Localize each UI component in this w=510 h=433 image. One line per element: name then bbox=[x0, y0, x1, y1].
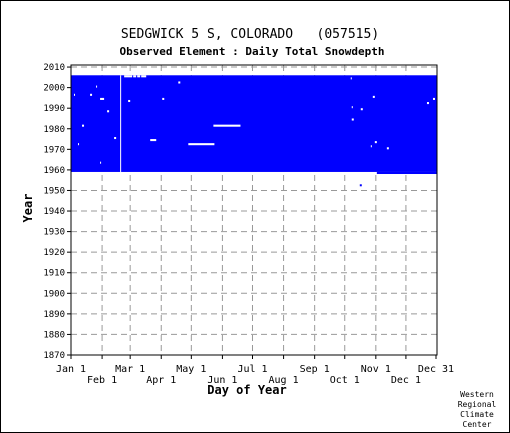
y-tick-label: 1970 bbox=[43, 145, 65, 155]
data-gap bbox=[374, 141, 377, 144]
x-tick-label: Sep 1 bbox=[300, 364, 330, 375]
data-point bbox=[359, 184, 362, 187]
y-tick-label: 1990 bbox=[43, 104, 65, 114]
y-tick-label: 1950 bbox=[43, 186, 65, 196]
data-gap bbox=[360, 108, 363, 111]
credit-line: Center bbox=[463, 420, 492, 429]
y-axis-label: Year bbox=[21, 194, 35, 223]
x-tick-label: Aug 1 bbox=[269, 375, 299, 386]
data-gap bbox=[213, 124, 241, 127]
y-tick-label: 1890 bbox=[43, 310, 65, 320]
data-block bbox=[376, 171, 437, 175]
data-gap bbox=[162, 97, 165, 100]
chart-subtitle: Observed Element : Daily Total Snowdepth bbox=[120, 45, 385, 58]
data-gap bbox=[137, 75, 141, 78]
credit-line: Western bbox=[460, 390, 494, 399]
data-gap bbox=[74, 93, 76, 96]
y-tick-label: 1870 bbox=[43, 351, 65, 361]
x-tick-label: May 1 bbox=[176, 364, 206, 375]
x-tick-label: Mar 1 bbox=[115, 364, 145, 375]
x-tick-label: Dec 1 bbox=[391, 375, 421, 386]
x-tick-label: Jan 1 bbox=[56, 364, 86, 375]
y-tick-label: 1880 bbox=[43, 330, 65, 340]
credit-line: Regional bbox=[458, 400, 497, 409]
data-gap bbox=[350, 77, 352, 80]
y-tick-label: 2000 bbox=[43, 84, 65, 94]
data-gap bbox=[78, 143, 80, 146]
data-gap bbox=[133, 75, 137, 78]
data-gap bbox=[141, 75, 147, 78]
data-gap bbox=[120, 75, 122, 172]
data-gap bbox=[150, 139, 157, 142]
x-tick-label: Dec 31 bbox=[418, 364, 454, 375]
data-gap bbox=[370, 145, 372, 148]
plot-border bbox=[70, 64, 438, 356]
x-tick-label: Nov 1 bbox=[361, 364, 391, 375]
data-gap bbox=[114, 136, 117, 140]
data-gap bbox=[96, 85, 98, 88]
credit-text: Western Regional Climate Center bbox=[458, 390, 497, 429]
data-gap bbox=[128, 99, 131, 103]
x-axis-label: Day of Year bbox=[207, 383, 286, 397]
data-gap bbox=[351, 118, 354, 121]
y-tick-label: 2010 bbox=[43, 63, 65, 73]
data-gap bbox=[386, 147, 389, 150]
data-gap bbox=[107, 110, 110, 113]
y-tick-label: 1930 bbox=[43, 228, 65, 238]
data-gap bbox=[351, 106, 353, 109]
y-tick-label: 1910 bbox=[43, 269, 65, 279]
data-gap bbox=[82, 124, 85, 127]
x-tick-label: Feb 1 bbox=[87, 375, 117, 386]
data-gap bbox=[372, 95, 375, 98]
data-block bbox=[71, 75, 437, 172]
data-gap bbox=[100, 97, 105, 100]
data-gap bbox=[178, 81, 181, 84]
y-tick-label: 1980 bbox=[43, 125, 65, 135]
chart-title: SEDGWICK 5 S, COLORADO (057515) bbox=[121, 27, 379, 42]
data-gap bbox=[90, 93, 93, 96]
y-tick-label: 1900 bbox=[43, 289, 65, 299]
x-tick-label: Oct 1 bbox=[330, 375, 360, 386]
credit-line: Climate bbox=[460, 410, 494, 419]
data-gap bbox=[124, 75, 133, 78]
y-tick-label: 1920 bbox=[43, 248, 65, 258]
data-gap bbox=[426, 102, 429, 105]
x-tick-label: Jun 1 bbox=[207, 375, 237, 386]
y-tick-label: 1940 bbox=[43, 207, 65, 217]
x-tick-label: Jul 1 bbox=[237, 364, 267, 375]
data-gap bbox=[432, 97, 435, 100]
data-gap bbox=[100, 161, 102, 164]
x-tick-label: Apr 1 bbox=[146, 375, 176, 386]
plot-area: 1870 1880 1890 1900 1910 1920 1930 1940 1950 1960… bbox=[43, 63, 454, 386]
data-gap bbox=[188, 143, 215, 146]
y-tick-label: 1960 bbox=[43, 166, 65, 176]
